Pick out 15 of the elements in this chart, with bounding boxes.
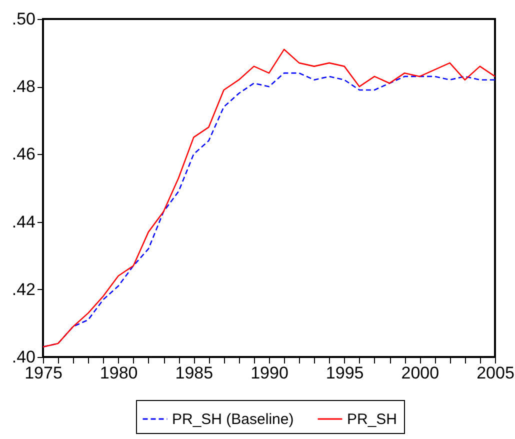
legend-label: PR_SH	[347, 411, 398, 428]
x-tick-label: 2005	[476, 364, 514, 382]
y-tick-label: .40	[12, 348, 36, 366]
y-tick-label: .48	[12, 77, 36, 96]
x-tick-label: 1995	[326, 364, 364, 382]
y-tick-label: .50	[12, 10, 36, 28]
y-tick-label: .44	[12, 212, 36, 232]
x-tick-label: 2000	[401, 364, 440, 382]
y-tick-label: .46	[12, 144, 36, 164]
x-tick-label: 1980	[100, 364, 138, 382]
x-tick-label: 1985	[175, 364, 214, 382]
y-tick-label: .42	[12, 280, 36, 299]
legend-label: PR_SH (Baseline)	[172, 411, 294, 428]
x-tick-label: 1990	[250, 364, 288, 382]
x-tick-label: 1975	[24, 364, 62, 382]
